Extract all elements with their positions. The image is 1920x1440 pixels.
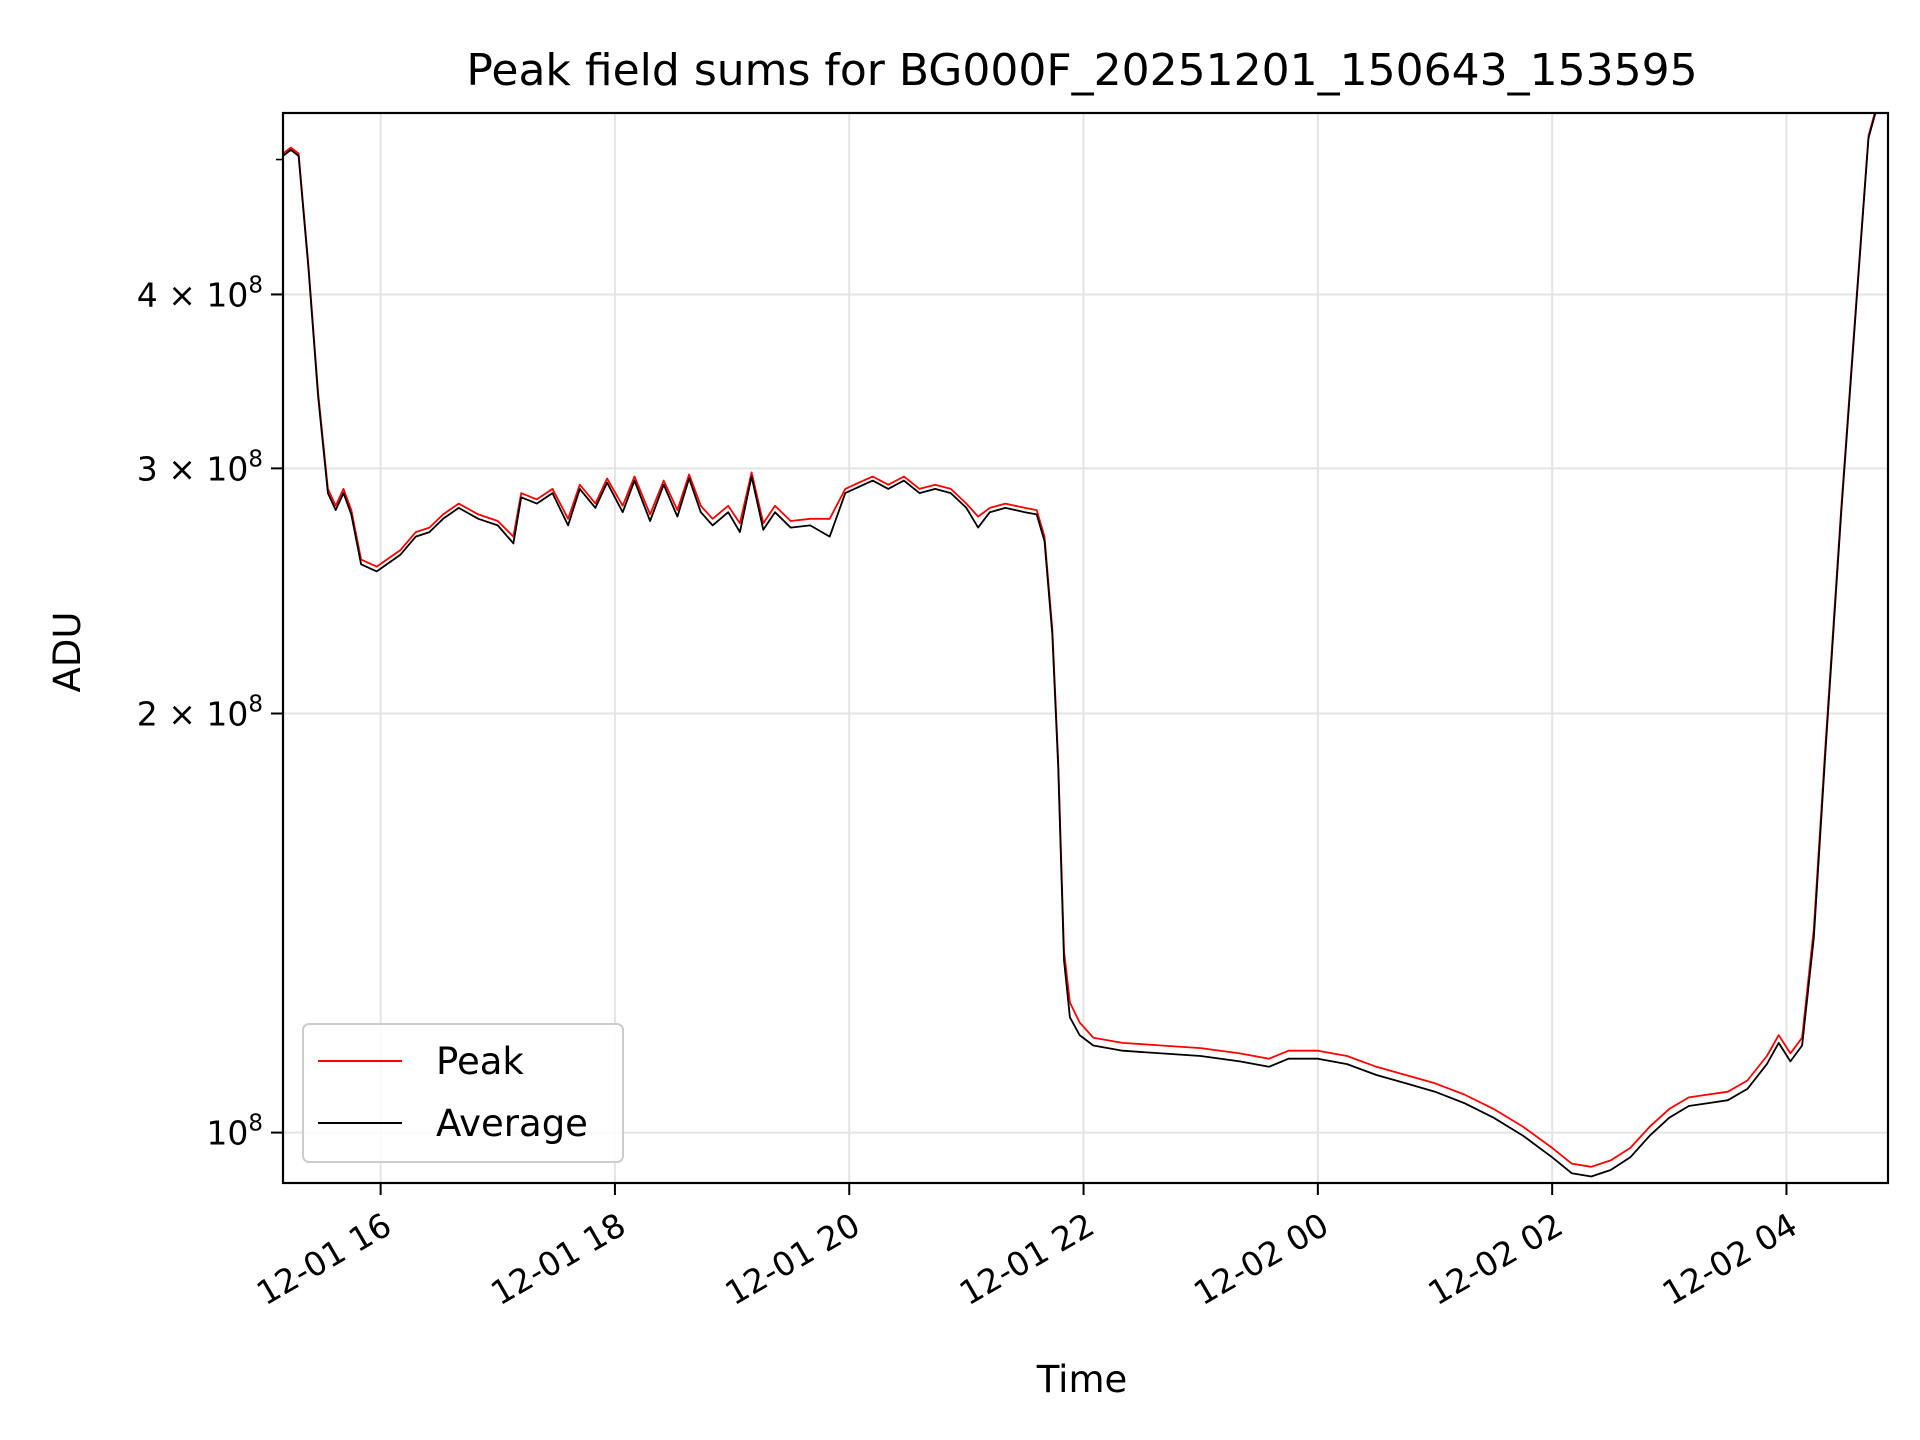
y-tick-label: 2 × 108 <box>137 692 263 734</box>
y-tick-label: 4 × 108 <box>137 272 263 314</box>
y-axis-title: ADU <box>46 612 89 693</box>
series-group <box>283 113 1877 1178</box>
x-axis-title: Time <box>1036 1358 1128 1401</box>
y-tick-label: 108 <box>206 1111 263 1153</box>
plot-frame <box>281 111 1890 1185</box>
y-tick-label: 3 × 108 <box>137 446 263 488</box>
series-line-peak <box>283 113 1876 1168</box>
legend-label-average: Average <box>436 1102 588 1145</box>
series-layer <box>283 113 1877 1178</box>
legend-label-peak: Peak <box>436 1040 524 1083</box>
legend: Peak Average <box>302 1023 624 1163</box>
series-line-average <box>283 113 1877 1178</box>
grid <box>283 113 1888 1183</box>
legend-box <box>302 1023 624 1163</box>
chart-title: Peak field sums for BG000F_20251201_1506… <box>466 45 1697 96</box>
